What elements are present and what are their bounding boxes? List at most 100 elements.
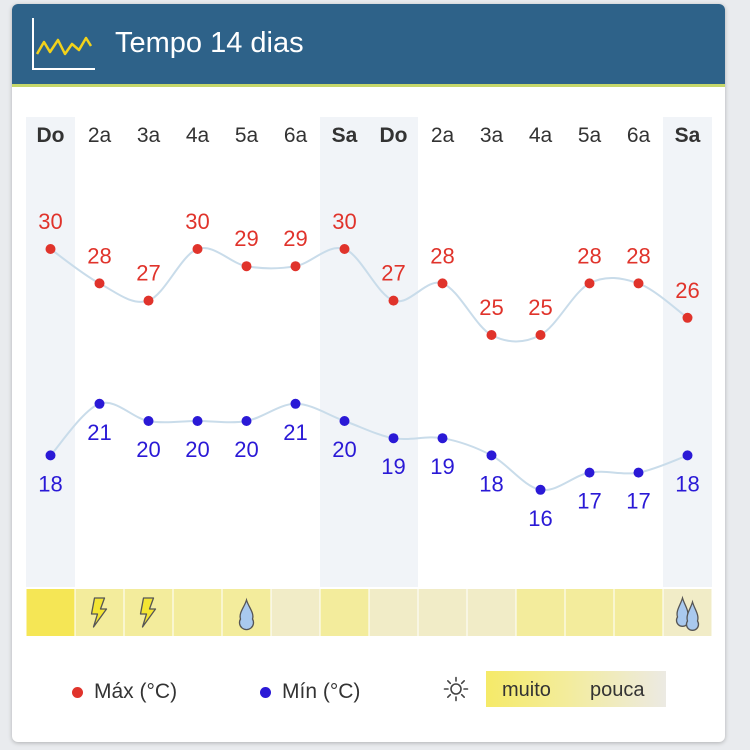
- sunshine-cell: [173, 589, 222, 636]
- card-header: Tempo 14 dias: [12, 4, 725, 87]
- sun-icon: [443, 676, 469, 702]
- max-temp-point: [486, 330, 497, 340]
- min-temp-label: 18: [675, 471, 699, 496]
- max-temp-label: 27: [136, 261, 160, 286]
- raindrop-icon: [238, 597, 255, 631]
- min-temp-label: 17: [577, 489, 601, 514]
- weekend-column: [369, 117, 418, 587]
- day-label: 4a: [529, 124, 553, 147]
- min-temp-point: [486, 450, 497, 461]
- day-label: Do: [37, 124, 65, 147]
- min-temp-point: [94, 398, 105, 409]
- min-temp-label: 21: [87, 420, 111, 445]
- max-temp-label: 25: [479, 295, 503, 320]
- min-temp-point: [633, 467, 644, 478]
- min-temp-label: 20: [185, 437, 209, 462]
- sunshine-cell: [614, 589, 663, 636]
- min-temp-point: [584, 467, 595, 478]
- max-temp-label: 28: [577, 243, 601, 268]
- max-temp-label: 26: [675, 278, 699, 303]
- max-temp-label: 30: [38, 209, 62, 234]
- max-temp-point: [584, 278, 595, 289]
- day-label: 5a: [578, 124, 602, 147]
- max-temp-point: [241, 261, 252, 272]
- day-label: 2a: [88, 124, 112, 147]
- min-temp-point: [437, 433, 448, 444]
- min-temp-label: 20: [332, 437, 356, 462]
- max-temp-label: 28: [87, 243, 111, 268]
- sunshine-scale: muito pouca: [486, 671, 666, 707]
- min-temp-label: 17: [626, 489, 650, 514]
- sunshine-cell: [320, 589, 369, 636]
- thunder-icon: [139, 597, 157, 628]
- max-temp-point: [45, 244, 56, 254]
- max-temp-point: [388, 295, 399, 306]
- min-temp-label: 20: [136, 437, 160, 462]
- max-temp-point: [290, 261, 301, 272]
- max-temp-point: [633, 278, 644, 289]
- min-temp-point: [241, 416, 252, 426]
- day-label: Do: [380, 124, 408, 147]
- day-label: 4a: [186, 124, 210, 147]
- max-temp-point: [94, 278, 105, 289]
- max-temp-label: 30: [332, 209, 356, 234]
- sunshine-cell: [369, 589, 418, 636]
- sunshine-low-label: pouca: [590, 679, 645, 701]
- max-temp-point: [535, 330, 546, 340]
- max-temp-label: 27: [381, 261, 405, 286]
- day-label: 3a: [137, 124, 161, 147]
- day-label: 6a: [284, 124, 308, 147]
- legend-min-dot: [260, 687, 271, 698]
- min-temp-point: [45, 450, 56, 461]
- max-temp-point: [437, 278, 448, 289]
- min-temp-label: 18: [479, 471, 503, 496]
- heavy-rain-icon: [685, 599, 700, 631]
- max-temp-label: 25: [528, 295, 552, 320]
- day-label: 6a: [627, 124, 651, 147]
- day-label: 3a: [480, 124, 504, 147]
- max-temp-label: 28: [430, 243, 454, 268]
- max-temp-label: 29: [234, 226, 258, 251]
- sunshine-cell: [271, 589, 320, 636]
- sunshine-cell: [26, 589, 75, 636]
- min-temp-label: 20: [234, 437, 258, 462]
- day-label: Sa: [332, 124, 358, 147]
- day-label: 2a: [431, 124, 455, 147]
- max-temp-point: [339, 244, 350, 254]
- min-temp-point: [143, 416, 154, 426]
- sunshine-high-label: muito: [502, 679, 551, 701]
- forecast-card: Tempo 14 dias Do 2a 3a 4a 5a 6a Sa Do 2a 3a 4a 5a 6a…: [12, 4, 725, 742]
- min-temp-point: [535, 484, 546, 495]
- min-temp-point: [388, 433, 399, 444]
- day-label: 5a: [235, 124, 259, 147]
- min-temp-label: 16: [528, 506, 552, 531]
- min-temp-point: [192, 416, 203, 426]
- max-temp-point: [143, 295, 154, 306]
- min-temp-label: 18: [38, 471, 62, 496]
- sunshine-cell: [467, 589, 516, 636]
- weekend-column: [26, 117, 75, 587]
- max-temp-label: 29: [283, 226, 307, 251]
- sunshine-cell: [565, 589, 614, 636]
- heavy-rain-icon: [675, 595, 690, 627]
- min-temp-point: [682, 450, 693, 461]
- legend-max-label: Máx (°C): [94, 680, 178, 703]
- legend-min-label: Mín (°C): [282, 680, 361, 703]
- forecast-chart: Do 2a 3a 4a 5a 6a Sa Do 2a 3a 4a 5a 6a Sa 30 28 27 30 29 29…: [26, 117, 712, 636]
- min-temp-point: [290, 398, 301, 409]
- weekend-column: [663, 117, 712, 587]
- card-title: Tempo 14 dias: [115, 27, 304, 59]
- legend-max-dot: [72, 687, 83, 698]
- max-temp-point: [192, 244, 203, 254]
- min-temp-point: [339, 416, 350, 426]
- max-temp-label: 28: [626, 243, 650, 268]
- thunder-icon: [90, 597, 108, 628]
- min-temp-label: 21: [283, 420, 307, 445]
- sunshine-cell: [418, 589, 467, 636]
- min-temp-label: 19: [430, 454, 454, 479]
- max-temp-point: [682, 312, 693, 323]
- max-temp-line: [49, 246, 689, 343]
- max-temp-label: 30: [185, 209, 209, 234]
- day-label: Sa: [675, 124, 701, 147]
- min-temp-label: 19: [381, 454, 405, 479]
